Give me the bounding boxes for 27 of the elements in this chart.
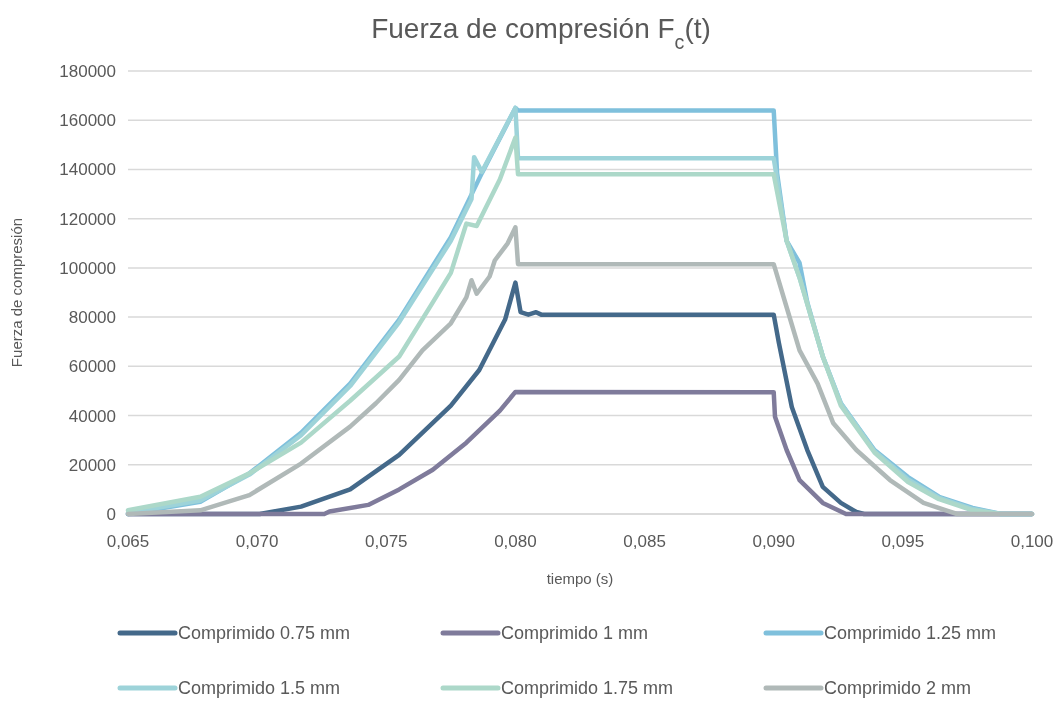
chart-title: Fuerza de compresión F$_{c}$(t) (371, 13, 711, 53)
y-axis-title: Fuerza de compresión (8, 217, 25, 368)
legend-label: Comprimido 1 mm (501, 623, 649, 644)
y-tick-label: 80000 (68, 308, 116, 328)
y-tick-label: 140000 (59, 160, 116, 180)
y-tick-label: 20000 (68, 455, 116, 475)
legend-label: Comprimido 2 mm (824, 678, 972, 699)
y-tick-label: 160000 (59, 111, 116, 131)
x-tick-label: 0,080 (494, 532, 537, 551)
x-tick-label: 0,100 (1010, 532, 1054, 551)
y-tick-label: 40000 (68, 406, 116, 426)
y-tick-label: 0 (106, 504, 116, 524)
x-tick-label: 0,070 (235, 532, 279, 551)
x-axis-title: tiempo (s) (546, 570, 614, 587)
y-tick-label: 180000 (59, 61, 116, 81)
x-tick-label: 0,065 (106, 532, 150, 551)
y-tick-label: 100000 (59, 258, 116, 278)
x-tick-label: 0,075 (365, 532, 408, 551)
x-tick-label: 0,085 (623, 532, 666, 551)
x-tick-label: 0,090 (752, 532, 795, 551)
legend-label: Comprimido 1.5 mm (178, 678, 341, 699)
legend-label: Comprimido 1.25 mm (824, 623, 997, 644)
x-tick-label: 0,095 (881, 532, 925, 551)
legend-label: Comprimido 1.75 mm (501, 678, 674, 699)
y-tick-label: 120000 (59, 209, 116, 229)
legend-label: Comprimido 0.75 mm (178, 623, 351, 644)
y-tick-label: 60000 (68, 357, 116, 377)
